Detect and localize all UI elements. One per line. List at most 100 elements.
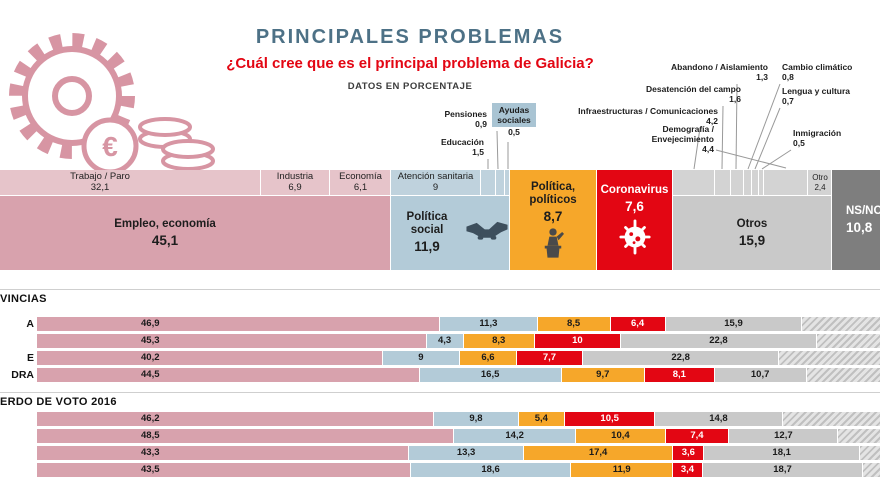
group-name: Política, políticos [529,180,577,206]
handshake-icon [466,221,508,240]
group-coronavirus: Coronavirus 7,6 [597,170,673,270]
segment-otros: 22,8 [583,351,780,365]
strip-segment-abandono-aislamiento [731,170,744,195]
gear-coins-illustration: € [9,33,215,173]
table-row: E 40,2 9 6,6 7,7 22,8 [0,351,880,365]
chart-subtitle: ¿Cuál cree que es el principal problema … [226,55,594,72]
strip-segment-trabajo-paro: Trabajo / Paro 32,1 [0,170,261,195]
table-row: 43,3 13,3 17,4 3,6 18,1 [0,446,880,460]
strip-segment-value: 2,4 [814,182,826,192]
callout-value: 0,9 [475,119,487,130]
svg-text:€: € [102,131,118,162]
segment-politicos: 8,3 [463,334,535,348]
group-value: 7,6 [625,199,644,215]
callout-label: Infraestructuras / Comunicaciones [578,106,718,116]
table-row: A 46,9 11,3 8,5 6,4 15,9 [0,317,880,331]
segment-ns-nc [838,429,880,443]
group-politica-politicos: Política, políticos 8,7 [510,170,597,270]
row-label: DRA [11,369,34,381]
segment-empleo: 48,5 [37,429,455,443]
table-row: DRA 44,5 16,5 9,7 8,1 10,7 [0,368,880,382]
row-bar: 43,5 18,6 11,9 3,4 18,7 [37,463,880,477]
group-label: Política social 11,9 [391,211,463,255]
strip-segment-label: Atención sanitaria [397,170,474,182]
segment-social: 18,6 [411,463,572,477]
callout-value: 4,2 [706,116,718,127]
coin-stack-icon [138,117,215,171]
strip-segment-otro: Otro 2,4 [808,170,832,195]
callout-value: 1,3 [756,72,768,83]
segment-social: 13,3 [409,446,524,460]
callout-line [761,149,792,170]
segment-empleo: 43,3 [37,446,410,460]
group-name: Otros [736,217,768,230]
group-otros: Otro 2,4 Otros 15,9 [673,170,832,270]
row-label [0,334,37,348]
row-bar: 44,5 16,5 9,7 8,1 10,7 [37,368,880,382]
strip-segment-value: 32,1 [90,181,110,193]
sub-strip: Atención sanitaria 9 [391,170,509,196]
row-bar: 45,3 4,3 8,3 10 22,8 [37,334,880,348]
strip-segment-value: 6,9 [288,181,302,193]
callout-label: Lengua y cultura [782,86,851,96]
callout-line [721,105,724,170]
segment-ns-nc [859,446,880,460]
callout-value: 0,5 [793,138,805,149]
segment-social: 11,3 [440,317,538,331]
segment-otros: 18,7 [702,463,864,477]
callout-value: 0,7 [782,96,794,107]
main-stacked-bar: Trabajo / Paro 32,1 Industria 6,9 Economía 6,… [0,170,880,270]
callout-educacion: Educación 1,5 [424,137,484,157]
segment-coronavirus: 3,4 [673,463,703,477]
header: PRINCIPALES PROBLEMAS ¿Cuál cree que es … [150,26,670,92]
row-bar: 43,3 13,3 17,4 3,6 18,1 [37,446,880,460]
strip-segment-infraestructuras-comunicaciones [673,170,715,195]
group-label: Política, políticos 8,7 [510,181,596,225]
sub-strip: Trabajo / Paro 32,1 Industria 6,9 Economía 6,… [0,170,390,196]
segment-otros: 22,8 [620,334,817,348]
strip-segment-lengua-y-cultura [752,170,759,195]
strip-segment-label: Otro [812,173,828,183]
segment-social: 9,8 [434,412,519,426]
callout-pensiones: Pensiones 0,9 [427,109,487,129]
group-value: 10,8 [846,219,873,235]
row-label: A [26,318,34,330]
segment-empleo: 44,5 [37,368,420,382]
segment-ns-nc [782,412,880,426]
callout-line [747,83,781,170]
segment-politicos: 5,4 [518,412,566,426]
group-ns-nc: NS/NC 10,8 [832,170,880,270]
segment-empleo: 43,5 [37,463,412,477]
strip-segment-label: Industria [276,170,314,182]
row-bar: 46,9 11,3 8,5 6,4 15,9 [37,317,880,331]
virus-icon [618,219,651,255]
segment-politicos: 6,6 [460,351,517,365]
chart-title: PRINCIPALES PROBLEMAS [255,26,565,48]
strip-segment-economia: Economía 6,1 [330,170,391,195]
section-heading: VINCIAS [0,293,47,305]
table-row: 48,5 14,2 10,4 7,4 12,7 [0,429,880,443]
row-label: E [26,352,34,364]
section-rows: A 46,9 11,3 8,5 6,4 15,9 45,3 4,3 8,3 10 22,8 E 40,2… [0,317,880,385]
group-name: NS/NC [846,204,880,217]
callout-ayudas-sociales: Ayudas sociales 0,5 [492,103,536,138]
segment-social: 16,5 [419,368,562,382]
row-bar: 48,5 14,2 10,4 7,4 12,7 [37,429,880,443]
segment-empleo: 46,9 [37,317,441,331]
callout-abandono-aislamiento: Abandono / Aislamiento 1,3 [648,62,768,82]
strip-segment-label: Economía [339,170,382,182]
group-value: 15,9 [738,232,766,248]
callout-label: Abandono / Aislamiento [671,62,768,72]
segment-social: 14,2 [454,429,577,443]
segment-politicos: 9,7 [561,368,645,382]
segment-otros: 15,9 [665,317,803,331]
segment-ns-nc [806,368,880,382]
group-value: 11,9 [414,239,440,255]
group-value: 45,1 [151,232,179,248]
row-label [0,463,37,477]
callout-label: Pensiones [444,109,487,119]
group-label: Otros 15,9 [737,218,768,249]
callout-label: Educación [441,137,484,147]
table-row: 45,3 4,3 8,3 10 22,8 [0,334,880,348]
callout-infraestructuras-comunicaciones: Infraestructuras / Comunicaciones 4,2 [556,106,718,126]
